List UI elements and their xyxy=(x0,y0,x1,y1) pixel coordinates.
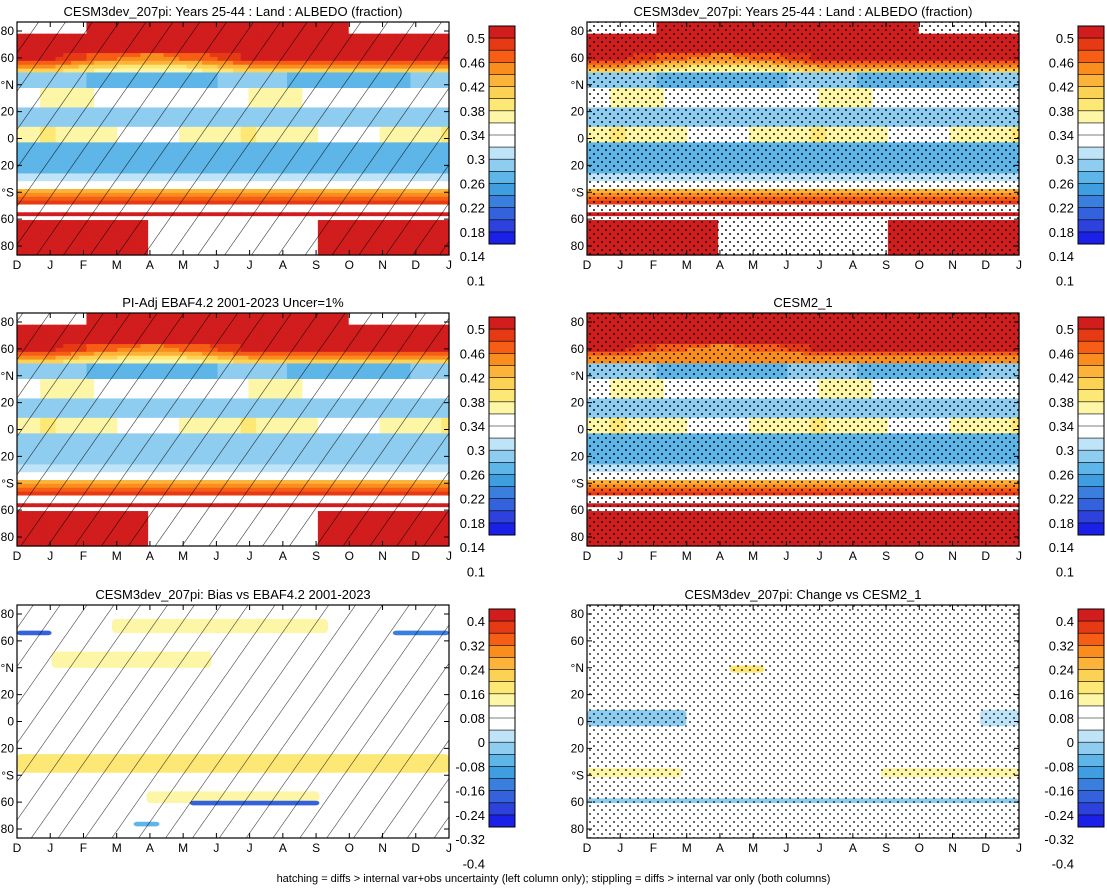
colorbar-label: 0.5 xyxy=(467,31,485,46)
colorbar-swatch xyxy=(489,135,515,148)
x-tick-label: O xyxy=(345,258,354,272)
panel-title: CESM3dev_207pi: Years 25-44 : Land : ALB… xyxy=(64,4,403,19)
y-tick-label: 80 xyxy=(1,24,15,38)
colorbar-swatch xyxy=(489,122,515,136)
x-tick-label: N xyxy=(378,258,387,272)
colorbar-swatch xyxy=(489,183,515,196)
colorbar-label: 0.34 xyxy=(460,128,485,143)
x-tick-label: J xyxy=(247,258,253,272)
colorbar-swatch xyxy=(489,86,515,99)
y-tick-label: 80 xyxy=(1,239,15,253)
panel-title: CESM3dev_207pi: Years 25-44 : Land : ALB… xyxy=(634,4,973,19)
x-tick-label: M xyxy=(178,258,188,272)
x-tick-label: J xyxy=(213,258,219,272)
colorbar-swatch xyxy=(489,219,515,233)
y-tick-label: 60 xyxy=(1,212,15,226)
colorbar-label: 0.1 xyxy=(467,273,485,288)
colorbar-swatch xyxy=(489,159,515,172)
x-tick-label: A xyxy=(279,258,287,272)
colorbar-label: 0.46 xyxy=(460,55,485,70)
x-tick-label: J xyxy=(446,258,452,272)
x-tick-label: M xyxy=(112,258,122,272)
colorbar-swatch xyxy=(489,147,515,160)
colorbar-label: 0.18 xyxy=(460,225,485,240)
colorbar-swatch xyxy=(489,98,515,112)
colorbar-swatch xyxy=(489,171,515,184)
colorbar-swatch xyxy=(489,26,515,39)
hatching-overlay xyxy=(17,22,449,255)
x-tick-label: D xyxy=(13,258,22,272)
colorbar-swatch xyxy=(489,50,515,63)
x-tick-label: F xyxy=(80,258,87,272)
chart-panel-2: CESM3dev_207pi: Years 25-44 : Land : ALB… xyxy=(571,4,1105,288)
chart-panel-1: CESM3dev_207pi: Years 25-44 : Land : ALB… xyxy=(1,4,516,288)
colorbar-swatch xyxy=(489,207,515,221)
colorbar-swatch xyxy=(489,38,515,51)
x-tick-label: S xyxy=(312,258,320,272)
colorbar-swatch xyxy=(489,195,515,208)
colorbar-label: 0.3 xyxy=(467,152,485,167)
x-tick-label: D xyxy=(411,258,420,272)
y-tick-label: °S xyxy=(1,185,14,199)
colorbar-swatch xyxy=(489,74,515,87)
colorbar-label: 0.38 xyxy=(460,104,485,119)
y-tick-label: 60 xyxy=(1,51,15,65)
x-tick-label: A xyxy=(146,258,154,272)
y-tick-label: °N xyxy=(1,78,14,92)
colorbar-label: 0.14 xyxy=(460,249,485,264)
x-tick-label: J xyxy=(47,258,53,272)
y-tick-label: 20 xyxy=(1,158,15,172)
colorbar-label: 0.26 xyxy=(460,176,485,191)
colorbar-swatch xyxy=(489,110,515,124)
y-tick-label: 20 xyxy=(1,105,15,119)
colorbar-label: 0.42 xyxy=(460,80,485,95)
colorbar-label: 0.22 xyxy=(460,201,485,216)
y-tick-label: 0 xyxy=(7,132,14,146)
colorbar-swatch xyxy=(489,62,515,75)
colorbar-swatch xyxy=(489,231,515,245)
